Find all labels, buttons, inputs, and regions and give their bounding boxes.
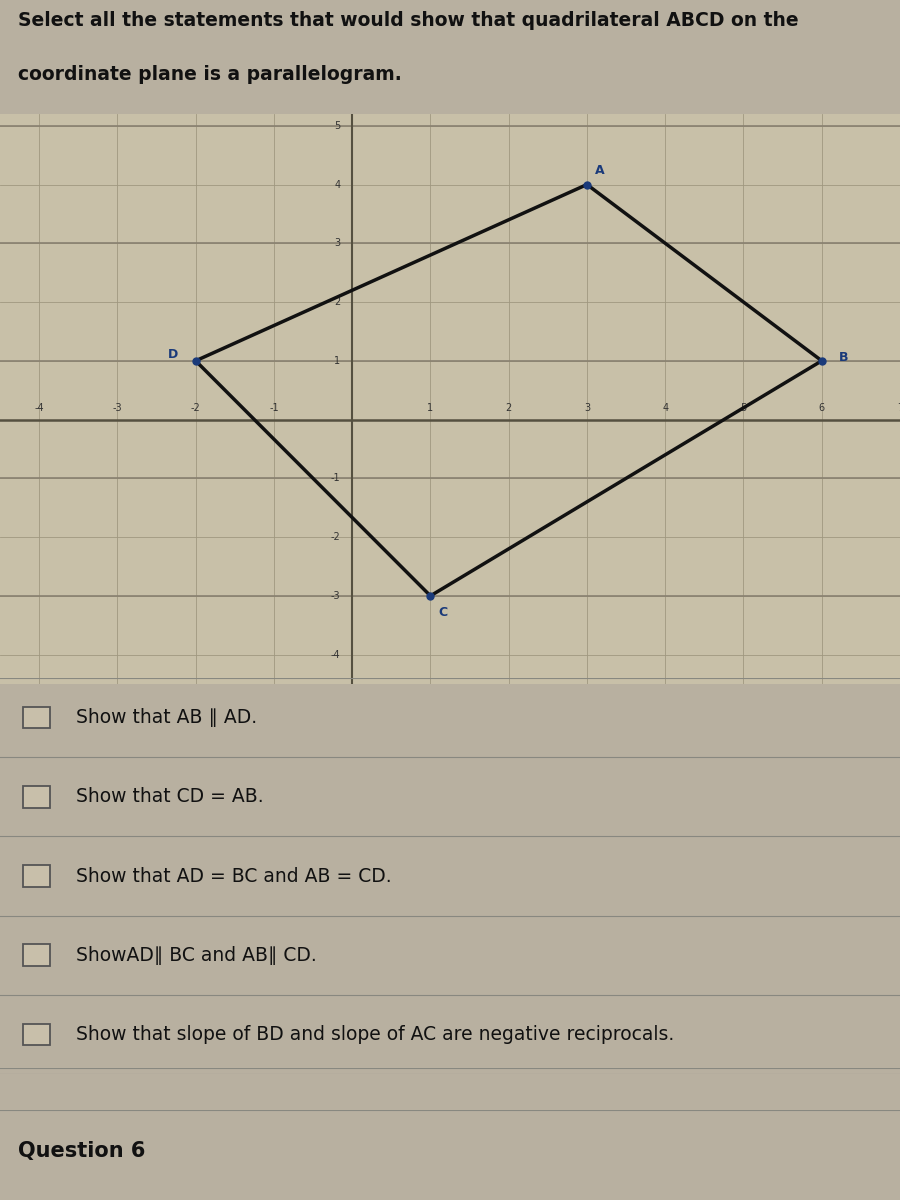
Text: -3: -3 — [112, 402, 122, 413]
Text: 4: 4 — [662, 402, 669, 413]
Text: 5: 5 — [741, 402, 747, 413]
Text: coordinate plane is a parallelogram.: coordinate plane is a parallelogram. — [18, 65, 401, 84]
Text: -1: -1 — [269, 402, 279, 413]
Text: Show that slope of BD and slope of AC are negative reciprocals.: Show that slope of BD and slope of AC ar… — [76, 1025, 675, 1044]
Bar — [22, 786, 50, 808]
Text: -2: -2 — [191, 402, 201, 413]
Text: -1: -1 — [331, 473, 340, 484]
Text: 1: 1 — [428, 402, 434, 413]
Text: 2: 2 — [506, 402, 512, 413]
Text: 7: 7 — [897, 402, 900, 413]
Text: A: A — [595, 164, 605, 176]
Text: 3: 3 — [334, 239, 340, 248]
Text: 5: 5 — [334, 121, 340, 131]
Text: 1: 1 — [334, 356, 340, 366]
Text: -4: -4 — [34, 402, 44, 413]
Bar — [22, 865, 50, 887]
Text: Select all the statements that would show that quadrilateral ABCD on the: Select all the statements that would sho… — [18, 12, 798, 30]
Text: 4: 4 — [334, 180, 340, 190]
Text: Question 6: Question 6 — [18, 1140, 146, 1160]
Bar — [22, 944, 50, 966]
Bar — [22, 707, 50, 728]
Text: C: C — [438, 606, 447, 619]
Bar — [22, 1024, 50, 1045]
Text: Show that AB ∥ AD.: Show that AB ∥ AD. — [76, 708, 257, 727]
Text: ShowAD∥ BC and AB∥ CD.: ShowAD∥ BC and AB∥ CD. — [76, 946, 317, 965]
Text: Show that AD = BC and AB = CD.: Show that AD = BC and AB = CD. — [76, 866, 392, 886]
Text: 2: 2 — [334, 298, 340, 307]
Text: 6: 6 — [819, 402, 824, 413]
Text: -2: -2 — [330, 532, 340, 542]
Text: B: B — [839, 350, 849, 364]
Text: Show that CD = AB.: Show that CD = AB. — [76, 787, 264, 806]
Text: 3: 3 — [584, 402, 590, 413]
Text: -4: -4 — [331, 649, 340, 660]
Text: -3: -3 — [331, 590, 340, 601]
Text: D: D — [168, 348, 178, 361]
